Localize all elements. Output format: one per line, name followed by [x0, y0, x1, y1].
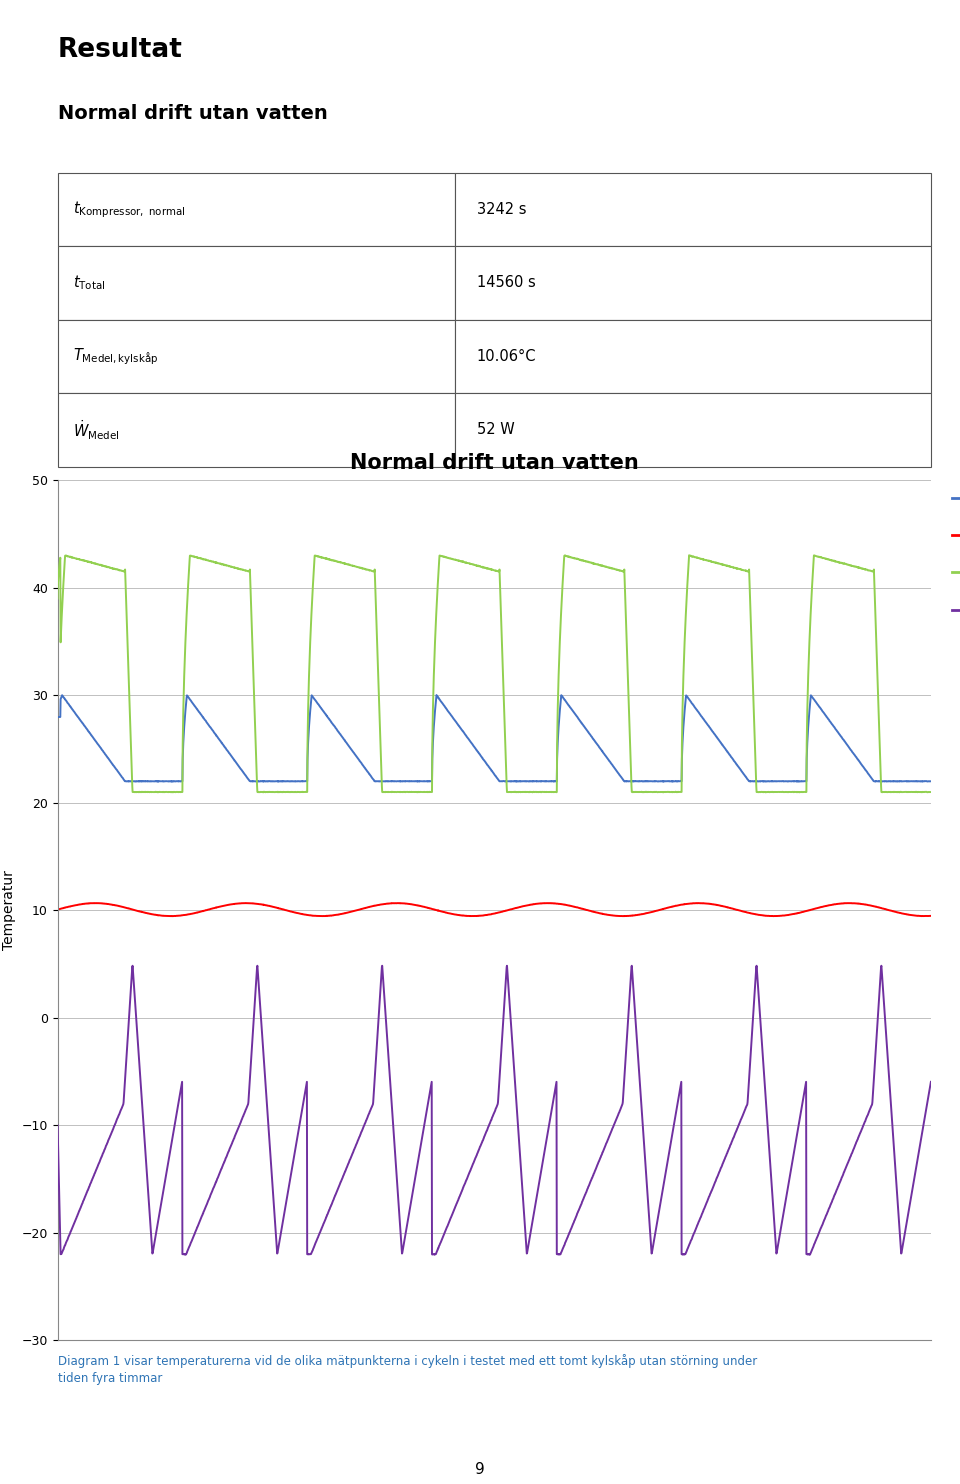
- Text: $\dot{W}_{\mathrm{Medel}}$: $\dot{W}_{\mathrm{Medel}}$: [73, 418, 120, 442]
- Bar: [455, 319, 931, 393]
- Legend: Efter kondensor, I kylskåpet, Före kondensor, Förångare: Efter kondensor, I kylskåpet, Före konde…: [947, 487, 960, 623]
- Text: $t_{\mathrm{Total}}$: $t_{\mathrm{Total}}$: [73, 273, 106, 292]
- Text: 9: 9: [475, 1462, 485, 1477]
- Text: 14560 s: 14560 s: [477, 276, 536, 291]
- Text: $t_{\mathrm{Kompressor,\ normal}}$: $t_{\mathrm{Kompressor,\ normal}}$: [73, 199, 186, 220]
- Title: Normal drift utan vatten: Normal drift utan vatten: [350, 453, 638, 473]
- Text: 52 W: 52 W: [477, 423, 515, 438]
- Text: 10.06°C: 10.06°C: [477, 349, 537, 364]
- Bar: [58, 393, 455, 466]
- Bar: [455, 172, 931, 246]
- Bar: [455, 246, 931, 319]
- Y-axis label: Temperatur: Temperatur: [2, 870, 16, 950]
- Text: Resultat: Resultat: [58, 37, 182, 64]
- Text: Normal drift utan vatten: Normal drift utan vatten: [58, 104, 327, 123]
- Text: Diagram 1 visar temperaturerna vid de olika mätpunkterna i cykeln i testet med e: Diagram 1 visar temperaturerna vid de ol…: [58, 1353, 756, 1385]
- Text: $T_{\mathrm{Medel,kylsk\aa p}}$: $T_{\mathrm{Medel,kylsk\aa p}}$: [73, 346, 158, 367]
- Bar: [455, 393, 931, 466]
- Bar: [58, 172, 455, 246]
- Text: 3242 s: 3242 s: [477, 202, 526, 217]
- Bar: [58, 319, 455, 393]
- Bar: [58, 246, 455, 319]
